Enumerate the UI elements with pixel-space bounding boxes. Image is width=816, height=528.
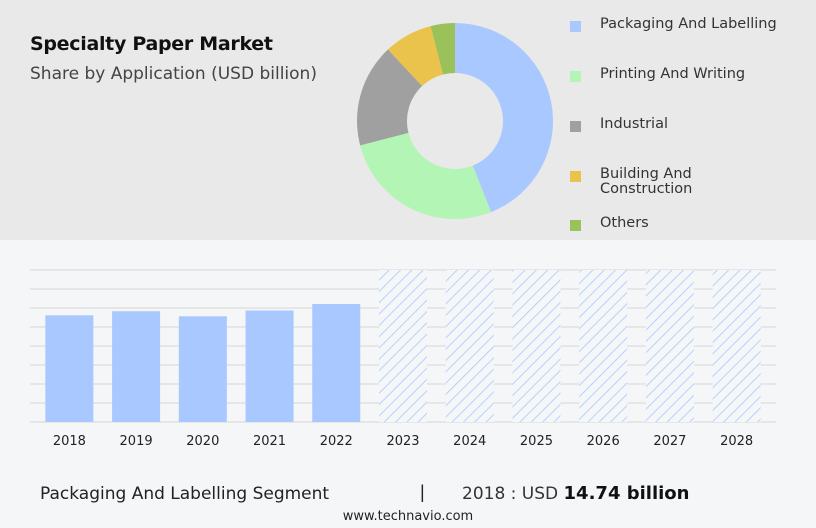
- x-tick-label: 2028: [720, 434, 753, 449]
- legend-swatch: [570, 71, 581, 82]
- bar-2021: [245, 310, 294, 422]
- legend-item-printing: Printing And Writing: [570, 67, 780, 82]
- x-tick-label: 2018: [53, 434, 86, 449]
- legend-item-industrial: Industrial: [570, 117, 780, 132]
- legend-item-others: Others: [570, 216, 780, 231]
- forecast-bar-2027: [645, 270, 694, 422]
- donut-chart: [357, 23, 554, 219]
- forecast-bar-2028: [712, 270, 761, 422]
- footer-value-amount: 14.74 billion: [563, 483, 690, 504]
- donut-slice-packaging-and-labelling: [455, 23, 554, 213]
- x-tick-label: 2023: [386, 434, 419, 449]
- legend-label: Printing And Writing: [600, 66, 746, 82]
- legend-item-packaging: Packaging And Labelling: [570, 17, 780, 32]
- bar-chart: 2018 2019 2020 2021 2022 2023 2024 2025 2026 2027…: [30, 269, 776, 449]
- forecast-bar-2026: [579, 270, 628, 422]
- x-tick-label: 2021: [253, 434, 286, 449]
- legend-item-building: Building And Construction: [570, 167, 710, 197]
- footer-separator: |: [420, 482, 425, 502]
- chart-title: Specialty Paper Market: [30, 33, 273, 55]
- legend-swatch: [570, 121, 581, 132]
- legend-swatch: [570, 220, 581, 231]
- x-tick-label: 2024: [453, 434, 486, 449]
- legend-label: Industrial: [600, 116, 669, 132]
- legend-swatch: [570, 21, 581, 32]
- donut-slice-industrial: [357, 49, 423, 146]
- website-link[interactable]: www.technavio.com: [342, 509, 474, 524]
- donut-slice-printing-and-writing: [360, 132, 492, 219]
- x-tick-label: 2020: [186, 434, 219, 449]
- footer-segment-label: Packaging And Labelling Segment: [40, 484, 330, 504]
- bar-2022: [312, 304, 361, 422]
- legend-label: Packaging And Labelling: [600, 16, 777, 32]
- legend-swatch: [570, 171, 581, 182]
- forecast-bar-2025: [512, 270, 561, 422]
- donut-slice-building-and-construction: [387, 26, 444, 87]
- chart-subtitle: Share by Application (USD billion): [30, 64, 317, 84]
- legend-label: Building And Construction: [600, 166, 693, 197]
- x-tick-label: 2026: [587, 434, 620, 449]
- x-tick-label: 2019: [120, 434, 153, 449]
- forecast-bar-2024: [445, 270, 494, 422]
- bar-2020: [178, 316, 227, 422]
- x-tick-label: 2027: [653, 434, 686, 449]
- footer-year-prefix: 2018 : USD: [462, 484, 559, 504]
- footer-value: 2018 : USD 14.74 billion: [462, 483, 689, 504]
- forecast-bar-2023: [379, 270, 427, 422]
- donut-slice-others: [430, 23, 455, 75]
- bar-2019: [112, 311, 161, 422]
- bar-2018: [45, 315, 94, 422]
- x-tick-label: 2022: [320, 434, 353, 449]
- x-tick-label: 2025: [520, 434, 553, 449]
- legend-label: Others: [600, 215, 649, 231]
